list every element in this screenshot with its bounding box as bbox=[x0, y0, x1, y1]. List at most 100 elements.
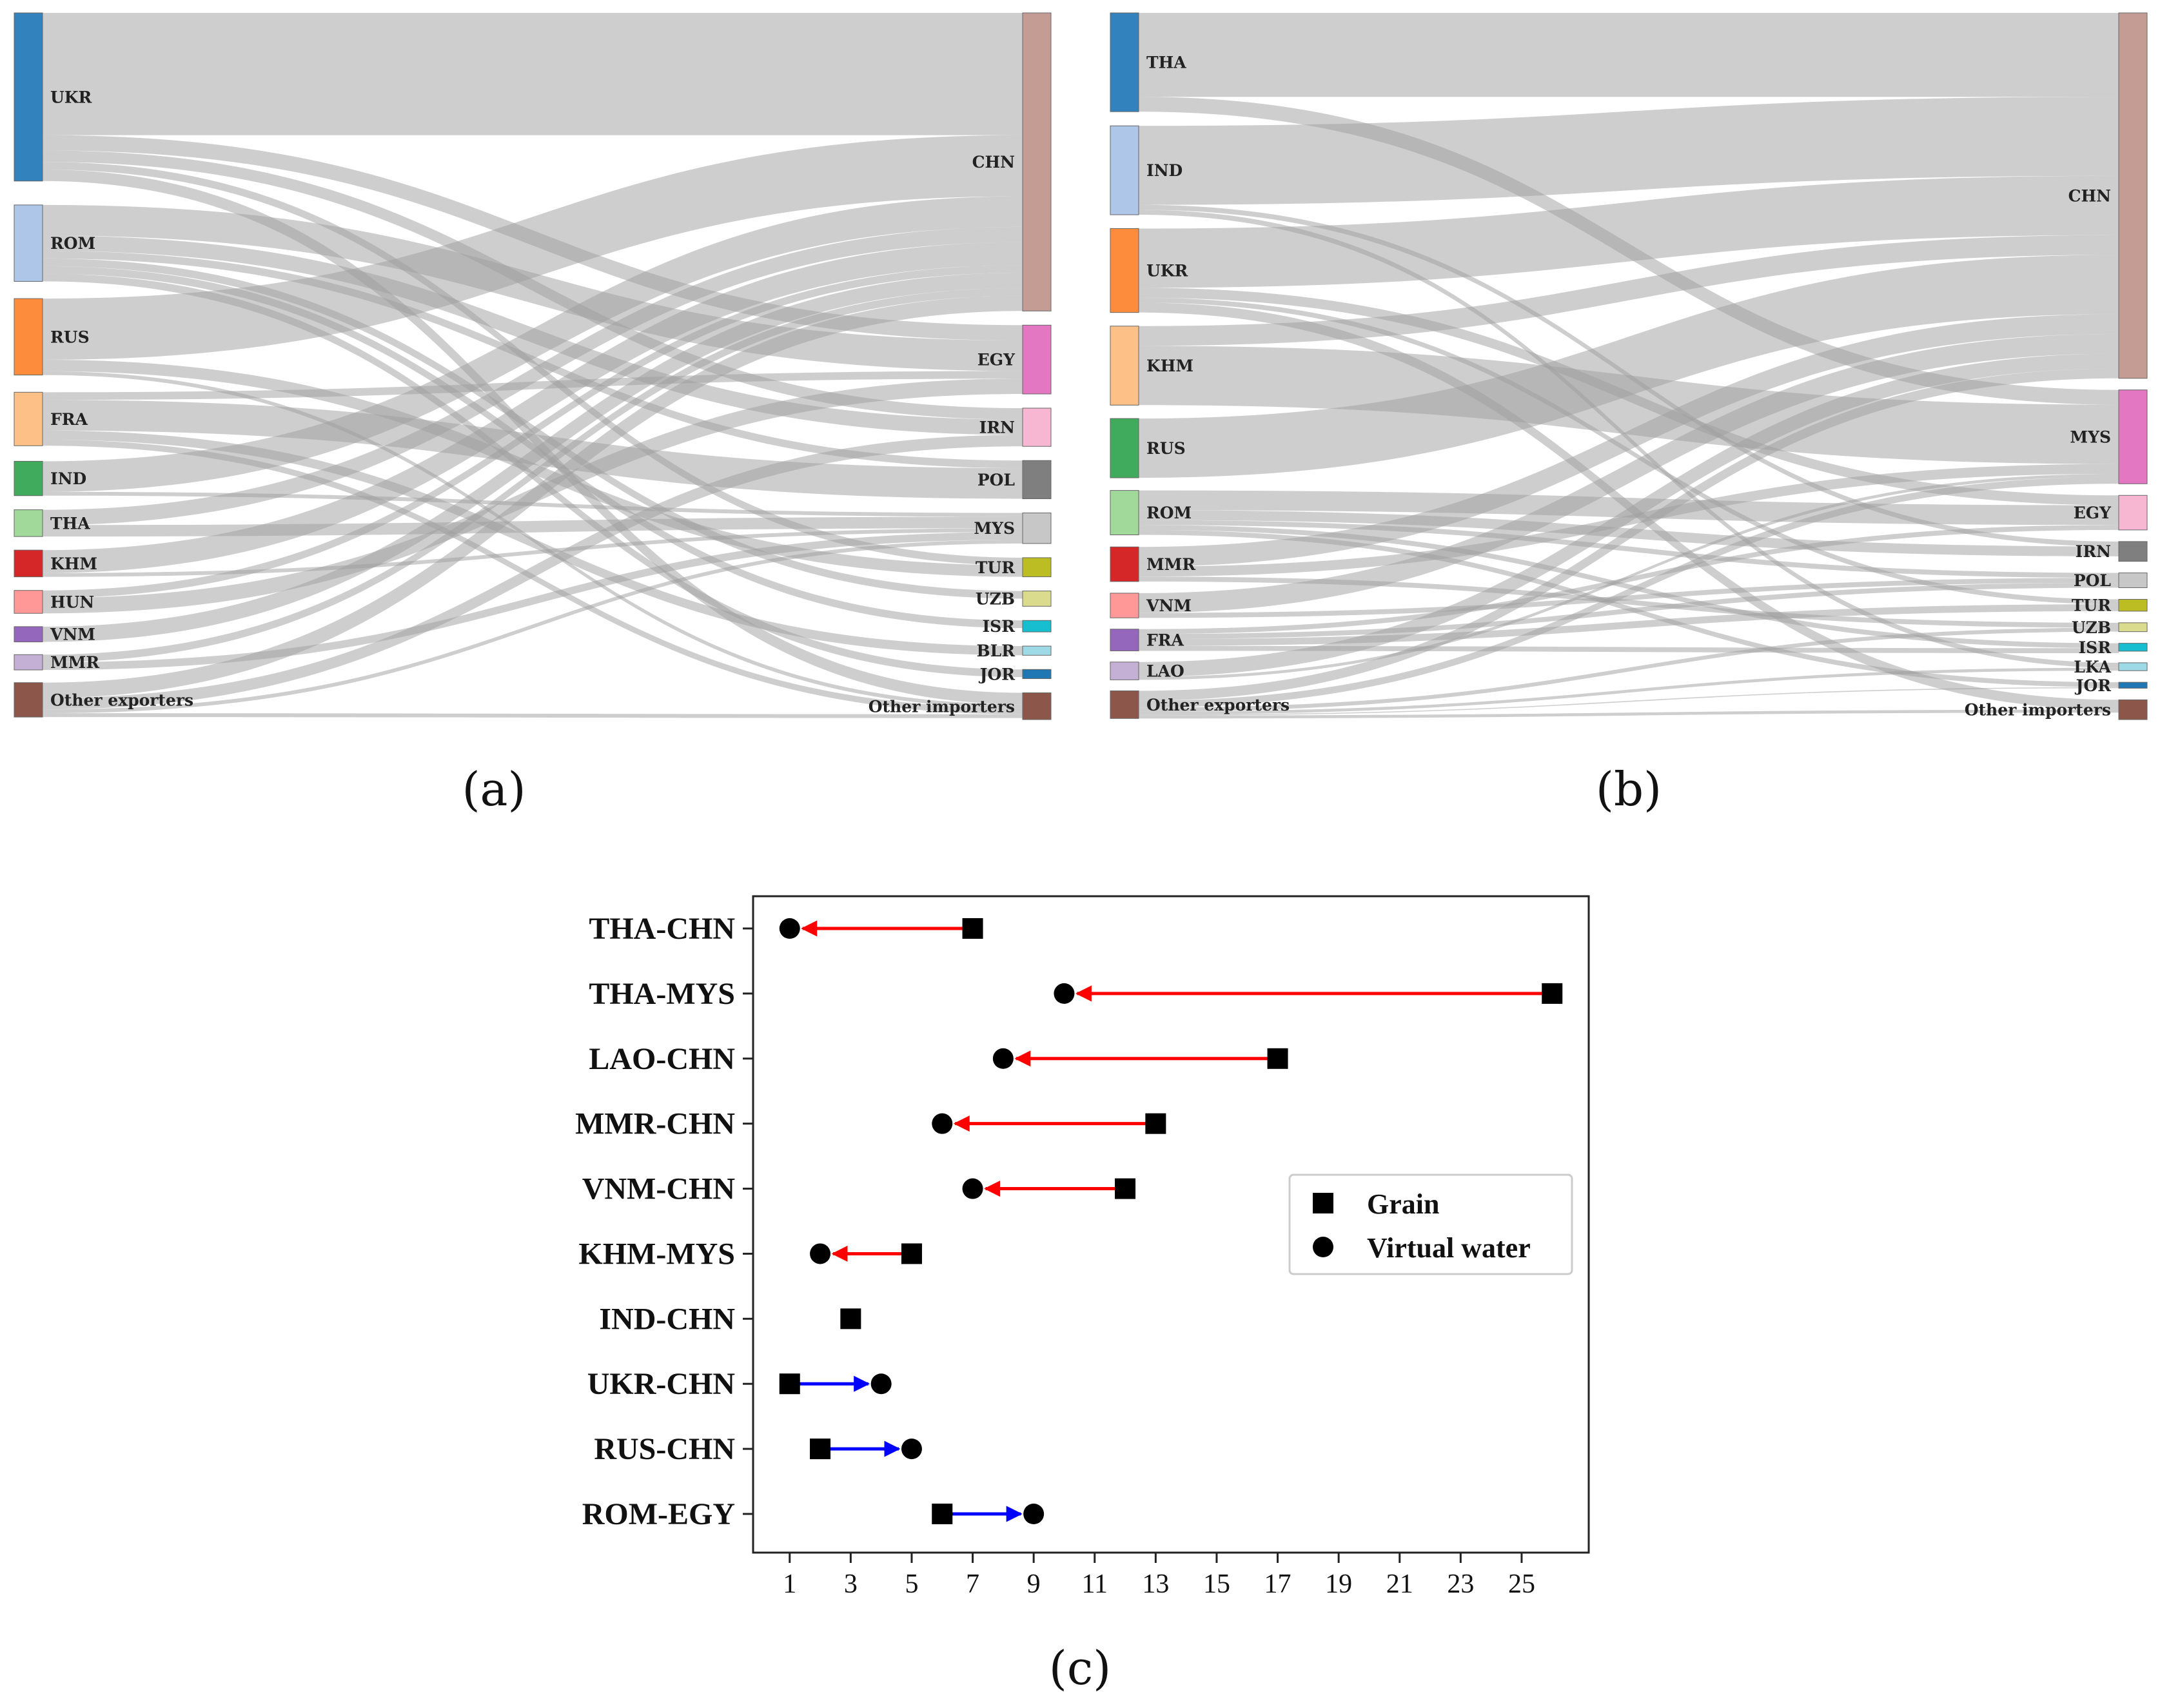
virtual-water-marker-lao-chn bbox=[992, 1048, 1014, 1069]
flow-rom-to-pol bbox=[43, 251, 1023, 469]
grain-marker-ind-chn bbox=[840, 1308, 861, 1330]
node-mmr bbox=[14, 654, 43, 671]
node-blr bbox=[1022, 645, 1052, 656]
flow-rus-to-chn bbox=[43, 135, 1023, 360]
pair-label-vnm-chn: VNM-CHN bbox=[582, 1172, 736, 1206]
node-isr bbox=[2118, 643, 2148, 652]
node-label-mys: MYS bbox=[2070, 428, 2111, 447]
node-isr bbox=[1022, 620, 1052, 633]
legend-virtual-water-swatch bbox=[1313, 1237, 1333, 1257]
node-label-mmr: MMR bbox=[50, 653, 99, 672]
node-label-tha: THA bbox=[50, 514, 90, 533]
flow-rus-to-tur bbox=[43, 359, 1023, 577]
flow-lao-to-mys bbox=[1139, 473, 2119, 680]
node-hun bbox=[14, 590, 43, 614]
grain-marker-ukr-chn bbox=[779, 1373, 800, 1395]
node-mys bbox=[1022, 513, 1052, 544]
node-pol bbox=[1022, 460, 1052, 500]
node-label-irn: IRN bbox=[979, 418, 1015, 437]
node-ukr bbox=[14, 12, 43, 182]
node-other-exporters bbox=[1110, 690, 1139, 719]
node-label-khm: KHM bbox=[1146, 357, 1193, 375]
node-rus bbox=[14, 298, 43, 376]
node-label-khm: KHM bbox=[50, 555, 97, 573]
node-label-mmr: MMR bbox=[1146, 555, 1195, 574]
flow-vnm-to-chn bbox=[1139, 333, 2119, 613]
flow-tha-to-chn bbox=[1139, 13, 2119, 97]
node-egy bbox=[1022, 324, 1052, 395]
node-label-vnm: VNM bbox=[1146, 596, 1192, 615]
node-chn bbox=[1022, 12, 1052, 311]
flow-rom-to-pol bbox=[1139, 520, 2119, 578]
flow-khm-to-mys bbox=[1139, 346, 2119, 464]
flow-other-exporters-to-chn bbox=[1139, 368, 2119, 701]
node-mmr bbox=[1110, 546, 1139, 582]
pair-label-khm-mys: KHM-MYS bbox=[578, 1237, 735, 1271]
node-other-importers bbox=[1022, 692, 1052, 720]
flow-other-exporters-to-lka bbox=[1139, 667, 2119, 715]
virtual-water-marker-rus-chn bbox=[901, 1438, 922, 1460]
node-label-uzb: UZB bbox=[976, 589, 1015, 608]
node-rus bbox=[1110, 418, 1139, 478]
flow-fra-to-pol bbox=[1139, 582, 2119, 640]
node-label-ukr: UKR bbox=[50, 88, 92, 106]
virtual-water-marker-khm-mys bbox=[810, 1243, 831, 1264]
node-label-ind: IND bbox=[1146, 161, 1183, 180]
x-tick-label: 7 bbox=[966, 1569, 979, 1599]
plot-frame bbox=[752, 895, 1590, 1554]
node-jor bbox=[2118, 682, 2148, 689]
pair-label-mmr-chn: MMR-CHN bbox=[575, 1107, 735, 1141]
grain-marker-khm-mys bbox=[901, 1243, 922, 1264]
sankey-chart-b: THA IND UKR KHM RUS ROM MMR VNM FRA LAO Other expo… bbox=[1110, 12, 2148, 720]
flow-other-exporters-to-mys bbox=[43, 540, 1023, 714]
x-tick-label: 9 bbox=[1027, 1569, 1041, 1599]
virtual-water-marker-vnm-chn bbox=[962, 1178, 983, 1199]
node-chn bbox=[2118, 12, 2148, 379]
node-label-irn: IRN bbox=[2076, 542, 2111, 561]
node-label-lka: LKA bbox=[2074, 658, 2111, 676]
flow-fra-to-isr bbox=[1139, 645, 2119, 653]
flow-ind-to-chn bbox=[1139, 97, 2119, 205]
node-tha bbox=[14, 509, 43, 537]
node-vnm bbox=[1110, 593, 1139, 618]
node-label-ind: IND bbox=[50, 469, 86, 488]
node-rom bbox=[14, 204, 43, 282]
flow-mmr-to-mys bbox=[43, 532, 1023, 671]
legend-virtual-water-label: Virtual water bbox=[1367, 1232, 1531, 1264]
panel-label-b: (b) bbox=[1596, 762, 1662, 816]
node-label-blr: BLR bbox=[977, 642, 1016, 660]
flow-vnm-to-pol bbox=[1139, 578, 2119, 618]
flow-khm-to-chn bbox=[43, 242, 1023, 573]
node-label-egy: EGY bbox=[2074, 504, 2112, 522]
node-label-ukr: UKR bbox=[1146, 262, 1188, 280]
panel-label-a: (a) bbox=[462, 762, 525, 816]
node-ind bbox=[14, 460, 43, 496]
flow-fra-to-blr bbox=[43, 430, 1023, 656]
x-tick-label: 5 bbox=[905, 1569, 918, 1599]
node-irn bbox=[2118, 541, 2148, 562]
flow-other-exporters-to-jor bbox=[1139, 687, 2119, 716]
flow-rom-to-isr bbox=[1139, 525, 2119, 649]
node-label-mys: MYS bbox=[974, 519, 1015, 538]
node-irn bbox=[1022, 407, 1052, 447]
flow-fra-to-egy bbox=[1139, 525, 2119, 634]
flow-hun-to-chn bbox=[43, 265, 1023, 598]
virtual-water-marker-ukr-chn bbox=[870, 1373, 892, 1395]
pair-label-tha-chn: THA-CHN bbox=[589, 912, 735, 946]
node-label-lao: LAO bbox=[1146, 662, 1184, 681]
nodes: UKR ROM RUS FRA IND THA KHM HUN VNM MMR Other expo… bbox=[14, 12, 1052, 720]
pair-label-ind-chn: IND-CHN bbox=[599, 1302, 735, 1336]
node-label-other-exporters: Other exporters bbox=[50, 691, 193, 709]
node-label-uzb: UZB bbox=[2072, 618, 2111, 637]
virtual-water-marker-mmr-chn bbox=[932, 1113, 953, 1134]
flow-rom-to-egy bbox=[1139, 490, 2119, 525]
pair-label-rom-egy: ROM-EGY bbox=[582, 1497, 735, 1531]
flow-ukr-to-tur bbox=[43, 162, 1023, 565]
legend-box bbox=[1288, 1173, 1573, 1275]
node-label-pol: POL bbox=[2074, 571, 2112, 590]
flows bbox=[43, 13, 1023, 718]
pair-label-lao-chn: LAO-CHN bbox=[589, 1042, 735, 1076]
x-tick-label: 3 bbox=[844, 1569, 858, 1599]
grain-marker-tha-mys bbox=[1542, 983, 1563, 1004]
node-fra bbox=[1110, 629, 1139, 651]
